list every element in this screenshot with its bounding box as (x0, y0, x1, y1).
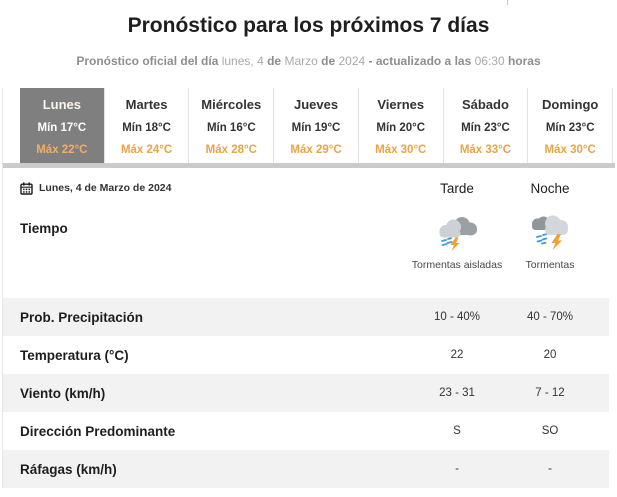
day-max-temp: Máx 22°C (36, 144, 88, 156)
day-name: Miércoles (201, 97, 262, 112)
weather-caption: Tormentas aisladas (411, 259, 503, 271)
column-header-tarde: Tarde (440, 180, 474, 196)
storm-icon (527, 214, 573, 257)
day-tab-viernes[interactable]: Viernes Mín 20°C Máx 30°C (357, 88, 443, 163)
day-name: Lunes (42, 97, 81, 112)
row-label: Dirección Predominante (20, 423, 176, 439)
value-tarde: 22 (450, 349, 464, 361)
value-tarde: 10 - 40% (433, 311, 481, 323)
forecast-panel: Lunes Mín 17°C Máx 22°C Martes Mín 18°C … (2, 88, 615, 488)
subtitle-segment: 2024 (338, 54, 366, 68)
day-max-temp: Máx 33°C (459, 144, 512, 156)
day-min-temp: Mín 16°C (206, 122, 256, 134)
subtitle-segment: horas (507, 54, 541, 68)
table-row-viento: Viento (km/h) 23 - 31 7 - 12 (3, 374, 609, 412)
day-min-temp: Mín 19°C (291, 122, 341, 134)
subtitle-segment: Marzo (284, 54, 318, 68)
weather-cell-noche: Tormentas (503, 208, 597, 272)
row-label: Tiempo (20, 221, 68, 236)
calendar-icon (20, 181, 33, 195)
day-max-temp: Máx 29°C (290, 144, 342, 156)
subtitle-segment: 06:30 (474, 54, 505, 68)
page-divider-artifact (507, 0, 508, 5)
table-row-precipitacion: Prob. Precipitación 10 - 40% 40 - 70% (3, 298, 609, 336)
tabs-bottom-band (3, 163, 615, 168)
day-max-temp: Máx 24°C (120, 144, 173, 156)
table-row-tiempo: Tiempo (3, 208, 609, 298)
value-noche: 20 (543, 349, 557, 361)
day-min-temp: Mín 18°C (122, 122, 171, 134)
day-max-temp: Máx 28°C (205, 144, 257, 156)
row-label: Prob. Precipitación (20, 309, 144, 325)
page-subtitle: Pronóstico oficial del día lunes, 4 de M… (0, 54, 617, 68)
day-tab-jueves[interactable]: Jueves Mín 19°C Máx 29°C (273, 88, 358, 163)
day-name: Jueves (293, 97, 339, 112)
storm-isolated-icon (434, 214, 480, 257)
day-max-temp: Máx 30°C (375, 144, 427, 156)
day-min-temp: Mín 23°C (461, 122, 510, 134)
day-min-temp: Mín 20°C (376, 122, 426, 134)
subtitle-segment: de (267, 54, 282, 68)
table-row-rafagas: Ráfagas (km/h) - - (3, 450, 609, 488)
day-tab-lunes[interactable]: Lunes Mín 17°C Máx 22°C (20, 88, 104, 163)
value-noche: 7 - 12 (535, 387, 565, 399)
weather-cell-tarde: Tormentas aisladas (411, 208, 503, 272)
day-tab-sabado[interactable]: Sábado Mín 23°C Máx 33°C (442, 88, 528, 163)
row-label: Temperatura (°C) (20, 347, 129, 363)
day-name: Sábado (461, 97, 509, 112)
value-noche: - (548, 463, 552, 475)
table-header: Lunes, 4 de Marzo de 2024 Tarde Noche (3, 168, 609, 208)
table-row-direccion: Dirección Predominante S SO (3, 412, 609, 450)
weather-caption: Tormentas (525, 259, 575, 271)
value-noche: 40 - 70% (526, 311, 574, 323)
page-title: Pronóstico para los próximos 7 días (127, 14, 490, 37)
day-name: Martes (125, 97, 168, 112)
table-row-temperatura: Temperatura (°C) 22 20 (3, 336, 609, 374)
subtitle-segment: lunes, 4 (221, 54, 264, 68)
day-name: Viernes (377, 97, 425, 112)
row-label: Viento (km/h) (20, 385, 106, 401)
day-tabs: Lunes Mín 17°C Máx 22°C Martes Mín 18°C … (20, 88, 613, 163)
value-noche: SO (541, 425, 559, 437)
subtitle-segment: Pronóstico oficial del día (76, 54, 219, 68)
row-label: Ráfagas (km/h) (20, 461, 117, 477)
day-tab-miercoles[interactable]: Miércoles Mín 16°C Máx 28°C (188, 88, 273, 163)
subtitle-segment: - actualizado a las (368, 54, 472, 68)
day-tab-martes[interactable]: Martes Mín 18°C Máx 24°C (103, 88, 189, 163)
day-min-temp: Mín 17°C (37, 122, 87, 134)
day-tab-domingo[interactable]: Domingo Mín 23°C Máx 30°C (527, 88, 612, 163)
column-header-noche: Noche (530, 180, 570, 196)
day-min-temp: Mín 23°C (545, 122, 595, 134)
value-tarde: 23 - 31 (439, 387, 475, 399)
date-text: Lunes, 4 de Marzo de 2024 (39, 182, 172, 194)
selected-date-label: Lunes, 4 de Marzo de 2024 (3, 181, 411, 195)
value-tarde: S (453, 425, 461, 437)
subtitle-segment: de (321, 54, 336, 68)
day-max-temp: Máx 30°C (544, 144, 596, 156)
day-name: Domingo (542, 97, 599, 112)
value-tarde: - (455, 463, 459, 475)
